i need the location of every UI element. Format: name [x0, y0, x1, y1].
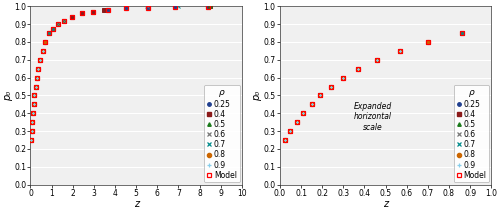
Legend: 0.25, 0.4, 0.5, 0.6, 0.7, 0.8, 0.9, Model: 0.25, 0.4, 0.5, 0.6, 0.7, 0.8, 0.9, Mode…	[454, 85, 489, 182]
Text: Expanded
horizontal
scale: Expanded horizontal scale	[354, 102, 392, 132]
X-axis label: z: z	[134, 199, 138, 209]
Y-axis label: p₀: p₀	[3, 90, 13, 100]
Y-axis label: p₀: p₀	[252, 90, 262, 100]
Legend: 0.25, 0.4, 0.5, 0.6, 0.7, 0.8, 0.9, Model: 0.25, 0.4, 0.5, 0.6, 0.7, 0.8, 0.9, Mode…	[204, 85, 240, 182]
X-axis label: z: z	[383, 199, 388, 209]
